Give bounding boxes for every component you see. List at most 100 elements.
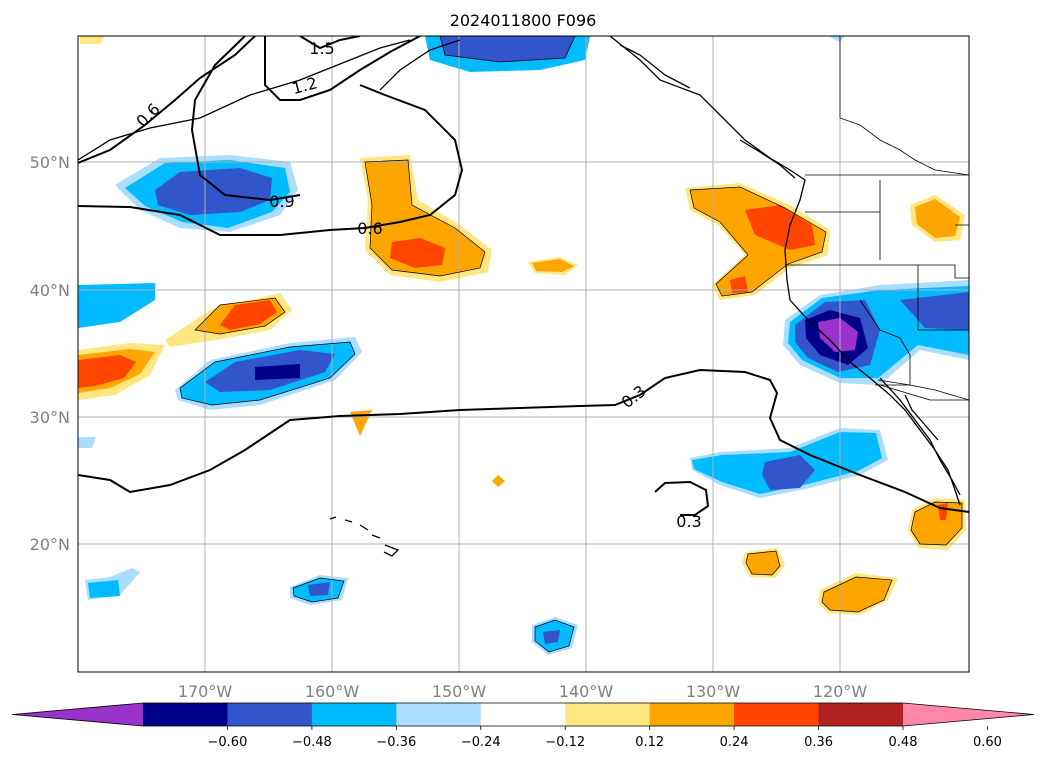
contour-line — [78, 368, 969, 513]
coastline-hawaii — [329, 516, 400, 557]
anomaly-patch — [255, 364, 300, 380]
lon-label: 160°W — [305, 682, 360, 701]
contour-line — [190, 36, 301, 202]
colorbar-tick-label: −0.24 — [461, 735, 501, 750]
lat-label: 40°N — [30, 281, 70, 300]
colorbar-swatch — [311, 703, 397, 726]
lon-label: 130°W — [686, 682, 741, 701]
anomaly-patch — [350, 410, 372, 436]
contours — [78, 36, 969, 516]
anomaly-outline — [745, 550, 781, 576]
colorbar-tick-label: 0.48 — [889, 735, 918, 750]
anomaly-outline — [439, 36, 576, 63]
colorbar-swatch — [565, 703, 651, 726]
anomaly-outlines — [179, 36, 963, 653]
colorbar-tick-label: 0.36 — [804, 735, 833, 750]
lon-label: 120°W — [813, 682, 868, 701]
anomaly-patch — [818, 318, 858, 352]
coastlines — [78, 36, 961, 557]
map-frame — [77, 35, 970, 673]
anomaly-patch — [155, 168, 272, 215]
contour-label-group: 0.6 1.2 1.5 0.9 0.6 0.3 0.3 — [132, 39, 701, 531]
lat-label: 30°N — [30, 408, 70, 427]
colorbar-swatch — [480, 703, 566, 726]
contour-label: 1.5 — [309, 39, 334, 58]
anomaly-patch — [745, 205, 815, 250]
colorbar-tick-label: −0.36 — [376, 735, 416, 750]
anomaly-patch — [915, 199, 960, 238]
lon-labels: 170°W 160°W 150°W 140°W 130°W 120°W — [178, 682, 868, 701]
anomaly-patch — [308, 582, 330, 596]
map-area: 0.6 1.2 1.5 0.9 0.6 0.3 0.3 — [78, 36, 969, 672]
border-alaska-canada — [839, 36, 969, 176]
colorbar-swatch — [649, 703, 735, 726]
colorbar-swatch — [734, 703, 820, 726]
colorbar-swatch — [227, 703, 313, 726]
anomaly-outline — [179, 341, 356, 406]
coastline-alaska — [379, 39, 691, 91]
anomaly-patch — [746, 551, 780, 575]
anomaly-outline — [194, 297, 286, 335]
anomaly-patch — [78, 355, 136, 388]
contour-label: 0.3 — [676, 512, 701, 531]
graticule — [78, 36, 969, 672]
anomaly-patch — [80, 36, 105, 44]
political-borders — [785, 36, 969, 401]
anomaly-outline — [364, 159, 486, 277]
colorbar-tick-label: −0.12 — [545, 735, 585, 750]
anomaly-patch — [762, 455, 815, 490]
anomaly-patch — [390, 238, 445, 268]
figure-title: 2024011800 F096 — [450, 11, 597, 30]
anomaly-patch — [78, 283, 155, 328]
colorbar-tick-label: 0.24 — [720, 735, 749, 750]
anomaly-outline — [534, 619, 575, 653]
anomaly-outline — [292, 577, 345, 603]
anomaly-patch — [911, 502, 962, 545]
contour-label: 0.3 — [618, 381, 650, 412]
lon-label: 140°W — [559, 682, 614, 701]
anomaly-patch — [900, 292, 969, 330]
coastline-north-america — [609, 36, 961, 506]
border-states — [785, 180, 969, 401]
lon-label: 170°W — [178, 682, 233, 701]
coastline-vancouver — [739, 139, 796, 179]
colorbar-extend-low — [12, 703, 143, 726]
colorbar-swatch — [143, 703, 228, 726]
anomaly-patch — [220, 300, 277, 330]
border-us-mexico — [877, 379, 969, 401]
colorbar-swatch — [818, 703, 904, 726]
colorbar-tick-label: 0.60 — [973, 735, 1002, 750]
lat-label: 50°N — [30, 153, 70, 172]
colorbar-tick-label: 0.12 — [635, 735, 664, 750]
colorbar-extend-high — [903, 703, 1034, 726]
colorbar: −0.60 −0.48 −0.36 −0.24 −0.12 0.12 0.24 0.36 0.4… — [11, 702, 1035, 750]
anomaly-patch — [88, 580, 120, 598]
anomaly-outline — [910, 501, 963, 546]
contour-line — [299, 36, 361, 50]
contour-line — [264, 36, 421, 101]
contour-line — [78, 36, 256, 164]
anomaly-patch — [440, 36, 575, 62]
coastline-aleutians — [78, 39, 411, 161]
anomaly-outline — [689, 186, 827, 297]
anomaly-patch — [78, 437, 96, 448]
lat-labels: 50°N 40°N 30°N 20°N — [30, 153, 70, 554]
anomaly-patch — [828, 36, 845, 42]
colorbar-swatch — [396, 703, 482, 726]
anomaly-patch — [822, 577, 892, 612]
anomaly-patch — [543, 630, 560, 644]
lon-label: 150°W — [432, 682, 487, 701]
anomaly-patch — [730, 276, 748, 293]
colorbar-tick-label: −0.60 — [208, 735, 248, 750]
colorbar-tick-label: −0.48 — [292, 735, 332, 750]
anomaly-patch — [532, 259, 574, 272]
contour-line — [654, 480, 710, 516]
lat-label: 20°N — [30, 535, 70, 554]
contour-label: 0.9 — [269, 192, 294, 211]
contour-line — [78, 84, 464, 236]
contour-label: 0.6 — [357, 219, 382, 238]
coastline-baja — [879, 377, 961, 496]
anomaly-outline — [821, 576, 893, 613]
colorbar-outline — [11, 702, 1035, 727]
